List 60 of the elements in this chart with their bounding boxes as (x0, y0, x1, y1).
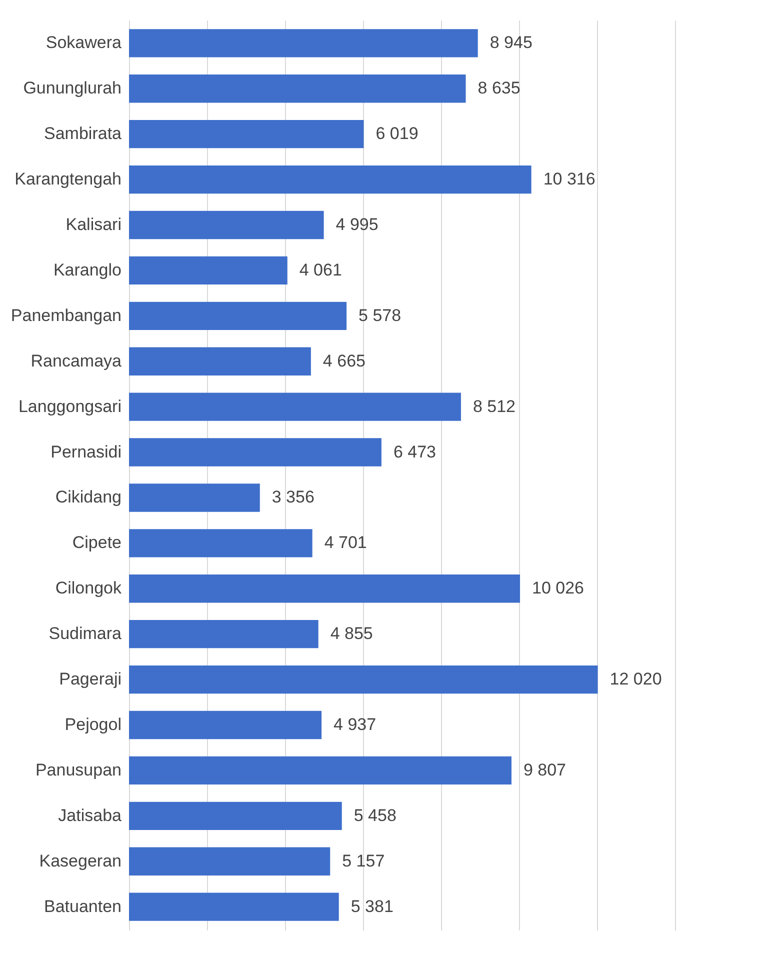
bar (129, 484, 260, 512)
data-label: 5 381 (350, 896, 394, 916)
bar (129, 256, 288, 285)
bar (129, 210, 324, 240)
y-tick-label: Panembangan (10, 306, 122, 325)
y-tick-label: Cikidang (55, 488, 122, 507)
y-tick-label: Sudimara (48, 624, 122, 644)
y-tick-label: Cilongok (55, 578, 122, 598)
bar (129, 529, 312, 558)
data-label: 12 020 (610, 670, 662, 689)
data-label: 4 701 (324, 533, 367, 552)
bar (129, 574, 520, 603)
data-label: 9 807 (523, 760, 566, 780)
data-label: 6 019 (376, 124, 418, 144)
data-label: 10 316 (543, 170, 596, 189)
data-label: 5 458 (354, 806, 396, 825)
bar (129, 392, 461, 421)
y-tick-label: Pejogol (64, 715, 122, 734)
data-label: 10 026 (532, 578, 584, 598)
bar (129, 710, 322, 740)
y-tick-label: Kalisari (66, 215, 122, 234)
y-tick-label: Karangtengah (14, 170, 122, 189)
data-label: 4 061 (299, 260, 342, 280)
y-tick-label: Gununglurah (23, 78, 122, 98)
bar (129, 302, 347, 330)
bar (129, 847, 330, 876)
data-label: 4 665 (322, 351, 366, 370)
data-label: 4 855 (330, 624, 373, 644)
bar (129, 756, 512, 785)
y-tick-label: Sambirata (44, 124, 122, 144)
bar (129, 74, 466, 103)
y-tick-label: Cipete (72, 533, 122, 552)
data-label: 6 473 (393, 442, 436, 462)
y-tick-label: Karanglo (53, 260, 122, 280)
y-tick-label: Langgongsari (18, 396, 122, 416)
y-tick-label: Panusupan (35, 760, 122, 780)
bar (129, 29, 478, 58)
y-tick-label: Batuanten (44, 896, 122, 916)
bar (129, 165, 532, 194)
data-label: 3 356 (272, 488, 314, 507)
bar (129, 665, 598, 694)
y-tick-label: Jatisaba (58, 806, 122, 825)
data-label: 5 578 (358, 306, 402, 325)
bar (129, 120, 364, 148)
y-tick-label: Pernasidi (50, 442, 122, 462)
y-tick-label: Sokawera (46, 33, 122, 52)
data-label: 8 945 (490, 33, 532, 52)
bar (129, 802, 342, 830)
bar (129, 438, 382, 466)
data-label: 8 512 (472, 396, 516, 416)
bar (129, 620, 318, 648)
data-label: 4 995 (336, 215, 378, 234)
y-tick-label: Rancamaya (30, 351, 122, 370)
bar (129, 892, 339, 921)
data-label: 5 157 (342, 851, 385, 870)
bar (129, 347, 311, 376)
data-label: 8 635 (478, 78, 520, 98)
y-tick-label: Kasegeran (39, 851, 122, 870)
data-label: 4 937 (334, 715, 376, 734)
y-tick-label: Pageraji (59, 670, 122, 689)
